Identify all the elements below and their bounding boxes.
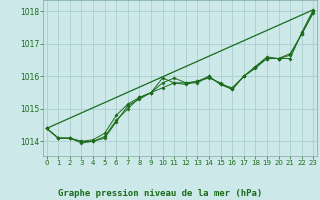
- Text: Graphe pression niveau de la mer (hPa): Graphe pression niveau de la mer (hPa): [58, 189, 262, 198]
